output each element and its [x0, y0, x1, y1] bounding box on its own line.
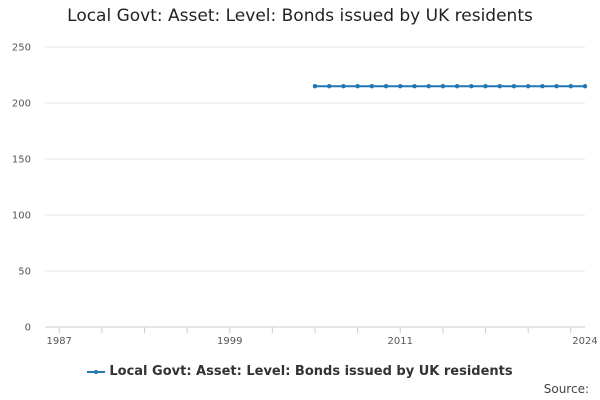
- data-point: [469, 84, 474, 89]
- data-point: [497, 84, 502, 89]
- data-point: [554, 84, 559, 89]
- data-point: [483, 84, 488, 89]
- data-point: [312, 84, 318, 89]
- y-tick-label: 100: [12, 211, 31, 222]
- data-point: [454, 84, 460, 89]
- data-point: [341, 84, 346, 89]
- y-tick-label: 250: [12, 43, 31, 54]
- data-point: [327, 84, 332, 89]
- chart-title: Local Govt: Asset: Level: Bonds issued b…: [67, 6, 533, 26]
- data-point: [383, 84, 389, 89]
- data-point: [440, 84, 446, 89]
- data-point: [398, 84, 403, 89]
- y-tick-label: 0: [25, 323, 31, 334]
- data-point: [369, 84, 375, 89]
- x-tick-label: 1987: [46, 336, 71, 347]
- x-tick-label: 1999: [217, 336, 242, 347]
- data-point: [511, 84, 517, 89]
- data-point: [426, 84, 431, 89]
- y-tick-label: 200: [12, 99, 31, 110]
- legend[interactable]: Local Govt: Asset: Level: Bonds issued b…: [0, 364, 600, 379]
- legend-line-marker-icon: [87, 367, 106, 377]
- data-point: [540, 84, 545, 89]
- legend-label: Local Govt: Asset: Level: Bonds issued b…: [109, 364, 513, 379]
- data-point: [568, 84, 573, 89]
- data-point: [412, 84, 417, 89]
- x-tick-label: 2011: [388, 336, 413, 347]
- y-tick-label: 50: [18, 267, 31, 278]
- source-label: Source:: [543, 382, 589, 396]
- data-point: [355, 84, 360, 89]
- data-point: [525, 84, 531, 89]
- y-tick-label: 150: [12, 155, 31, 166]
- x-tick-label: 2024: [572, 336, 597, 347]
- data-point: [582, 84, 588, 89]
